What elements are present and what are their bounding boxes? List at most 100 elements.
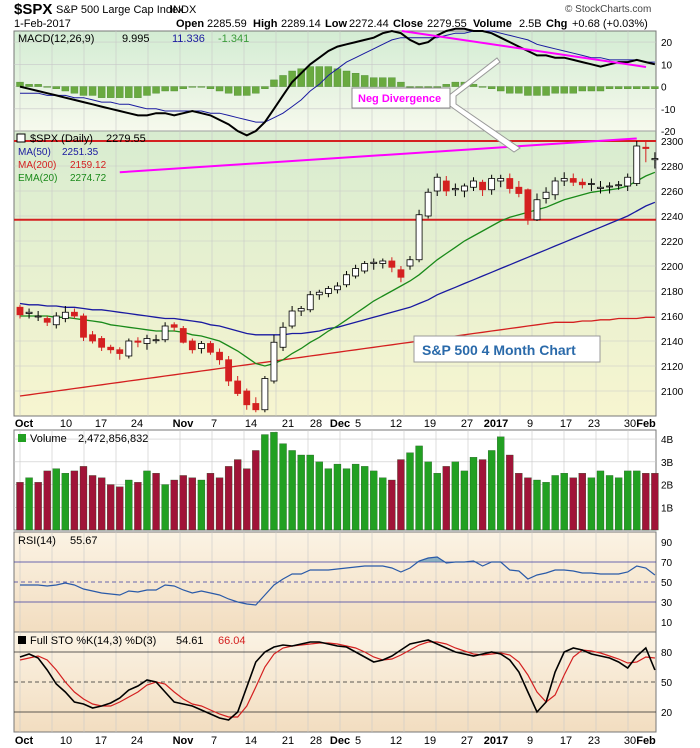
candle-body — [52, 315, 60, 326]
macd-divergence-line — [401, 30, 647, 68]
volume-bar — [25, 477, 33, 531]
volume-bar — [379, 477, 387, 531]
macd-histogram-bar — [97, 86, 106, 98]
candle-body — [261, 378, 269, 411]
candle-body — [34, 315, 42, 318]
rsi-tick-label: 30 — [661, 598, 673, 609]
macd-histogram-bar — [642, 86, 650, 89]
volume-bar — [533, 479, 541, 531]
x-axis-label-bottom: 17 — [560, 735, 572, 747]
candle-body — [578, 181, 586, 186]
x-axis-label-top: 28 — [310, 418, 322, 430]
sto-k-line — [19, 639, 656, 721]
x-axis-label-bottom: 2017 — [484, 735, 508, 747]
candle-body — [16, 306, 24, 316]
candle-body — [588, 183, 595, 185]
macd-histogram-bar — [388, 77, 396, 87]
volume-bar — [397, 459, 405, 531]
macd-histogram-bar — [79, 86, 88, 96]
volume-bar — [43, 470, 51, 531]
close-value: 2279.55 — [427, 18, 467, 30]
candle-body — [370, 261, 378, 264]
candle-body — [125, 340, 133, 357]
candle-body — [179, 328, 187, 343]
candle-body — [188, 340, 196, 351]
candle-body — [234, 380, 242, 394]
close-label: Close — [393, 18, 423, 30]
high-value: 2289.14 — [281, 18, 321, 30]
macd-histogram-bar — [188, 86, 197, 88]
volume-bar — [97, 477, 106, 531]
candle-body — [597, 186, 604, 189]
candle-body — [524, 189, 532, 219]
volume-bar — [52, 468, 60, 531]
macd-histogram-bar — [333, 68, 342, 87]
volume-bar — [433, 473, 441, 531]
x-axis-label-top: 27 — [461, 418, 473, 430]
x-axis-label-bottom: Nov — [173, 735, 195, 747]
x-axis-label-top: 23 — [588, 418, 600, 430]
candle-body — [207, 343, 214, 353]
volume-bar — [234, 459, 242, 531]
price-legend-swatch — [16, 133, 26, 143]
volume-bar — [596, 470, 605, 531]
ma50-line — [19, 201, 656, 336]
volume-legend-value: 2,472,856,832 — [78, 433, 148, 445]
candle-body — [551, 180, 559, 196]
volume-bar — [143, 470, 151, 531]
x-axis-label-top: 10 — [60, 418, 72, 430]
high-label: High — [253, 18, 278, 30]
volume-label: Volume — [473, 18, 512, 30]
macd-histogram-bar — [451, 81, 460, 87]
volume-bar — [560, 473, 568, 531]
x-axis-label-bottom: 5 — [355, 735, 361, 747]
volume-bar — [569, 477, 577, 531]
macd-histogram-bar — [270, 79, 278, 87]
volume-bar — [224, 466, 233, 531]
volume-bar — [61, 473, 69, 531]
macd-tick-label: -20 — [661, 127, 676, 138]
macd-histogram-bar — [587, 86, 596, 92]
volume-bar — [370, 470, 378, 531]
price-panel — [13, 130, 657, 417]
rsi-tick-label: 90 — [661, 538, 673, 549]
candle-body — [442, 180, 450, 192]
price-tick-label: 2280 — [661, 162, 684, 173]
candle-body — [606, 185, 613, 188]
volume-bar — [478, 459, 487, 531]
symbol-name: S&P 500 Large Cap Index — [56, 4, 184, 16]
candle-body — [243, 390, 251, 406]
macd-histogram-bar — [442, 84, 450, 87]
macd-histogram-bar — [88, 86, 97, 96]
macd-histogram-bar — [152, 86, 160, 94]
ma200-line — [19, 316, 655, 397]
volume-value: 2.5B — [519, 18, 542, 30]
volume-bar — [197, 479, 206, 531]
price-tick-label: 2120 — [661, 362, 684, 373]
macd-histogram-bar — [279, 75, 287, 87]
open-label: Open — [176, 18, 204, 30]
x-axis-label-bottom: 23 — [588, 735, 600, 747]
macd-histogram-bar — [134, 86, 142, 98]
rsi-tick-label: 50 — [661, 578, 673, 589]
candle-body — [424, 191, 432, 217]
macd-histogram-bar — [633, 86, 641, 89]
volume-bar — [605, 475, 614, 531]
candle-body — [633, 145, 641, 184]
volume-bar — [16, 482, 24, 531]
candle-body — [451, 188, 459, 191]
macd-histogram-bar — [43, 86, 51, 88]
candle-body — [170, 324, 178, 328]
rsi-tick-label: 70 — [661, 558, 673, 569]
x-axis-label-top: 5 — [355, 418, 361, 430]
candle-body — [560, 178, 568, 182]
macd-histogram-bar — [379, 77, 387, 87]
candle-body — [98, 338, 106, 348]
volume-bar — [506, 454, 514, 531]
price-tick-label: 2220 — [661, 237, 684, 248]
macd-histogram-bar — [252, 86, 260, 94]
candle-body — [479, 181, 486, 191]
annotations: Neg Divergence S&P 500 4 Month Chart — [351, 57, 601, 363]
macd-histogram-bar — [106, 86, 115, 98]
